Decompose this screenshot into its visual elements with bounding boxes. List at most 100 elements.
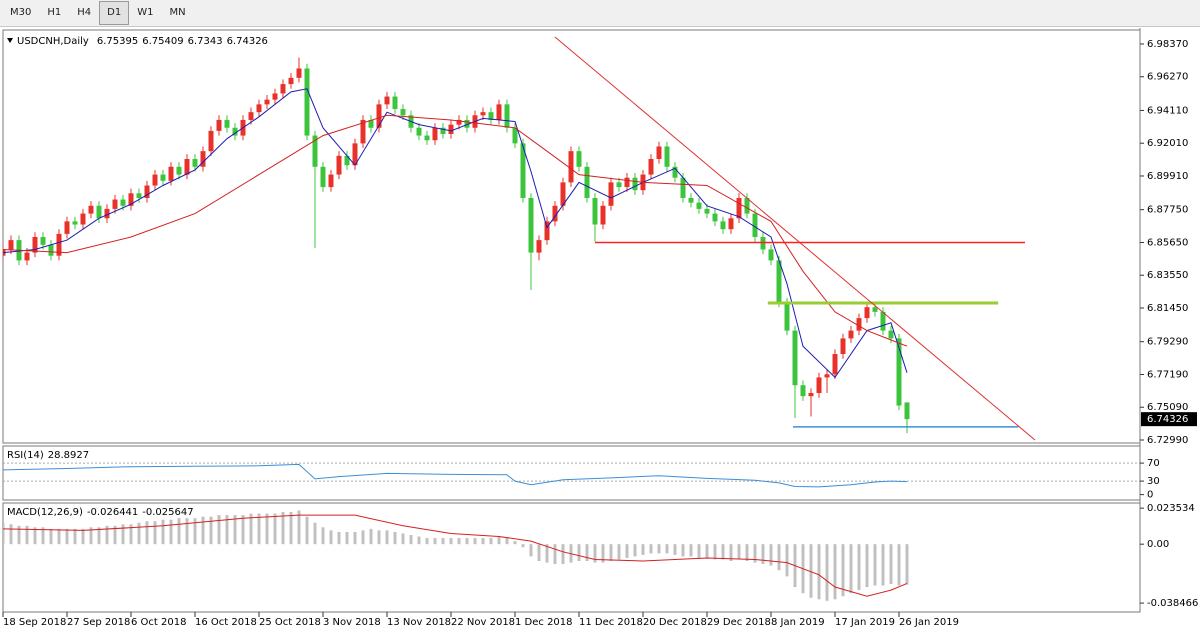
macd-bar (369, 528, 373, 545)
macd-bar (209, 516, 213, 545)
macd-bar (481, 538, 485, 545)
candle-body (456, 119, 462, 125)
timeframe-button[interactable]: MN (169, 7, 186, 18)
macd-bar (337, 531, 341, 545)
candle-body (328, 174, 334, 188)
x-tick-label: 3 Nov 2018 (323, 617, 381, 628)
candle-body (528, 197, 534, 253)
macd-bar (137, 522, 141, 545)
macd-bar (745, 544, 749, 562)
pane (3, 510, 909, 601)
timeframe-button[interactable]: W1 (137, 7, 154, 18)
candle-body (488, 112, 494, 120)
candle-body (464, 119, 470, 128)
candle-body (224, 119, 230, 128)
macd-bar (41, 527, 45, 545)
candle-body (392, 96, 398, 110)
macd-bar (121, 524, 125, 545)
candle-body (48, 244, 54, 256)
macd-bar (57, 528, 61, 545)
macd-bar (345, 531, 349, 545)
candle-body (656, 146, 662, 159)
macd-bar (625, 544, 629, 558)
candle-body (808, 393, 814, 397)
macd-bar (73, 528, 77, 545)
timeframe-button[interactable]: H1 (47, 7, 62, 18)
macd-bar (633, 544, 637, 557)
macd-bar (785, 544, 789, 577)
y-tick-label: 0.023534 (1147, 503, 1195, 514)
candle-body (824, 374, 830, 378)
x-tick-label: 1 Dec 2018 (515, 617, 573, 628)
candle-body (568, 151, 574, 183)
candle-body (792, 330, 798, 386)
candle-body (96, 205, 102, 219)
x-tick-label: 29 Dec 2018 (707, 617, 771, 628)
timeframe-button[interactable]: D1 (99, 1, 130, 25)
macd-bar (265, 513, 269, 545)
candle-body (184, 158, 190, 175)
candle-body (160, 174, 166, 181)
candle-body (480, 112, 486, 116)
macd-bar (529, 544, 533, 557)
macd-bar (33, 527, 37, 545)
macd-bar (377, 530, 381, 545)
candle-body (728, 218, 734, 230)
y-tick-label: 6.79290 (1147, 337, 1188, 348)
candle-body (744, 197, 750, 214)
indicator-value: -0.025647 (142, 507, 193, 518)
macd-bar (697, 544, 701, 558)
x-tick-label: 6 Oct 2018 (131, 617, 186, 628)
candle-body (672, 166, 678, 178)
macd-bar (681, 544, 685, 557)
x-tick-label: 18 Sep 2018 (3, 617, 66, 628)
trend-line (554, 36, 1036, 441)
macd-bar (473, 538, 477, 545)
macd-bar (857, 544, 861, 591)
macd-bar (3, 522, 5, 545)
macd-bar (881, 544, 885, 586)
macd-bar (825, 544, 829, 601)
indicator-header: RSI(14) 28.8927 (7, 450, 89, 461)
timeframe-button[interactable]: M30 (10, 7, 32, 18)
macd-bar (145, 521, 149, 545)
y-tick-label: 6.92010 (1147, 138, 1188, 149)
timeframe-button[interactable]: H4 (77, 7, 92, 18)
candle-body (440, 127, 446, 135)
macd-bar (289, 512, 293, 545)
y-tick-label: 6.85650 (1147, 237, 1188, 248)
x-tick-label: 26 Jan 2019 (899, 617, 959, 628)
macd-bar (537, 544, 541, 562)
macd-bar (593, 544, 597, 563)
pane (3, 36, 1036, 441)
y-tick-label: 6.72990 (1147, 435, 1188, 446)
candle-body (552, 205, 558, 222)
y-tick-label: 0.00 (1147, 539, 1169, 550)
candle-body (104, 208, 110, 219)
candle-body (120, 199, 126, 206)
macd-bar (201, 516, 205, 545)
macd-bar (113, 525, 117, 545)
candle-body (872, 307, 878, 312)
macd-bar (865, 544, 869, 588)
macd-bar (713, 544, 717, 560)
macd-bar (393, 531, 397, 545)
candle-body (24, 252, 30, 261)
candle-body (584, 166, 590, 198)
y-tick-label: 6.77190 (1147, 369, 1188, 380)
candle-body (800, 385, 806, 397)
candle-body (864, 307, 870, 319)
macd-bar (401, 533, 405, 545)
ohlc-value: 6.74326 (227, 36, 268, 47)
macd-bar (841, 544, 845, 597)
macd-bar (425, 538, 429, 545)
candle-body (256, 104, 262, 113)
candle-body (152, 174, 158, 186)
candle-body (856, 318, 862, 331)
candle-body (632, 177, 638, 191)
macd-bar (753, 544, 757, 563)
candle-body (312, 135, 318, 167)
candle-body (624, 177, 630, 188)
moving-average (3, 114, 908, 347)
candle-body (448, 124, 454, 135)
